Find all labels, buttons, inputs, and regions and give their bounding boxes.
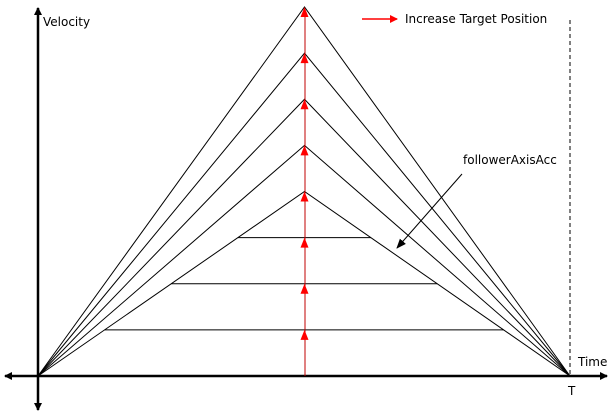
increase-arrow-icon-4 (300, 191, 309, 202)
y-axis-label: Velocity (43, 15, 90, 29)
legend-label: Increase Target Position (405, 12, 547, 26)
annotation-label: followerAxisAcc (463, 153, 557, 167)
annotation-arrow (396, 173, 463, 249)
increase-arrow-icon-7 (300, 329, 309, 340)
x-axis-label: Time (577, 355, 607, 369)
increase-arrow-icon-0 (300, 7, 309, 17)
increase-arrow-icon-3 (300, 145, 309, 156)
end-time-label: T (567, 384, 576, 398)
increase-arrows (300, 7, 309, 340)
increase-arrow-icon-6 (300, 283, 309, 294)
increase-arrow-icon-2 (300, 99, 309, 110)
increase-arrow-icon-1 (300, 53, 309, 64)
increase-arrow-icon-5 (300, 237, 309, 248)
triangle-profile-3 (37, 144, 571, 377)
